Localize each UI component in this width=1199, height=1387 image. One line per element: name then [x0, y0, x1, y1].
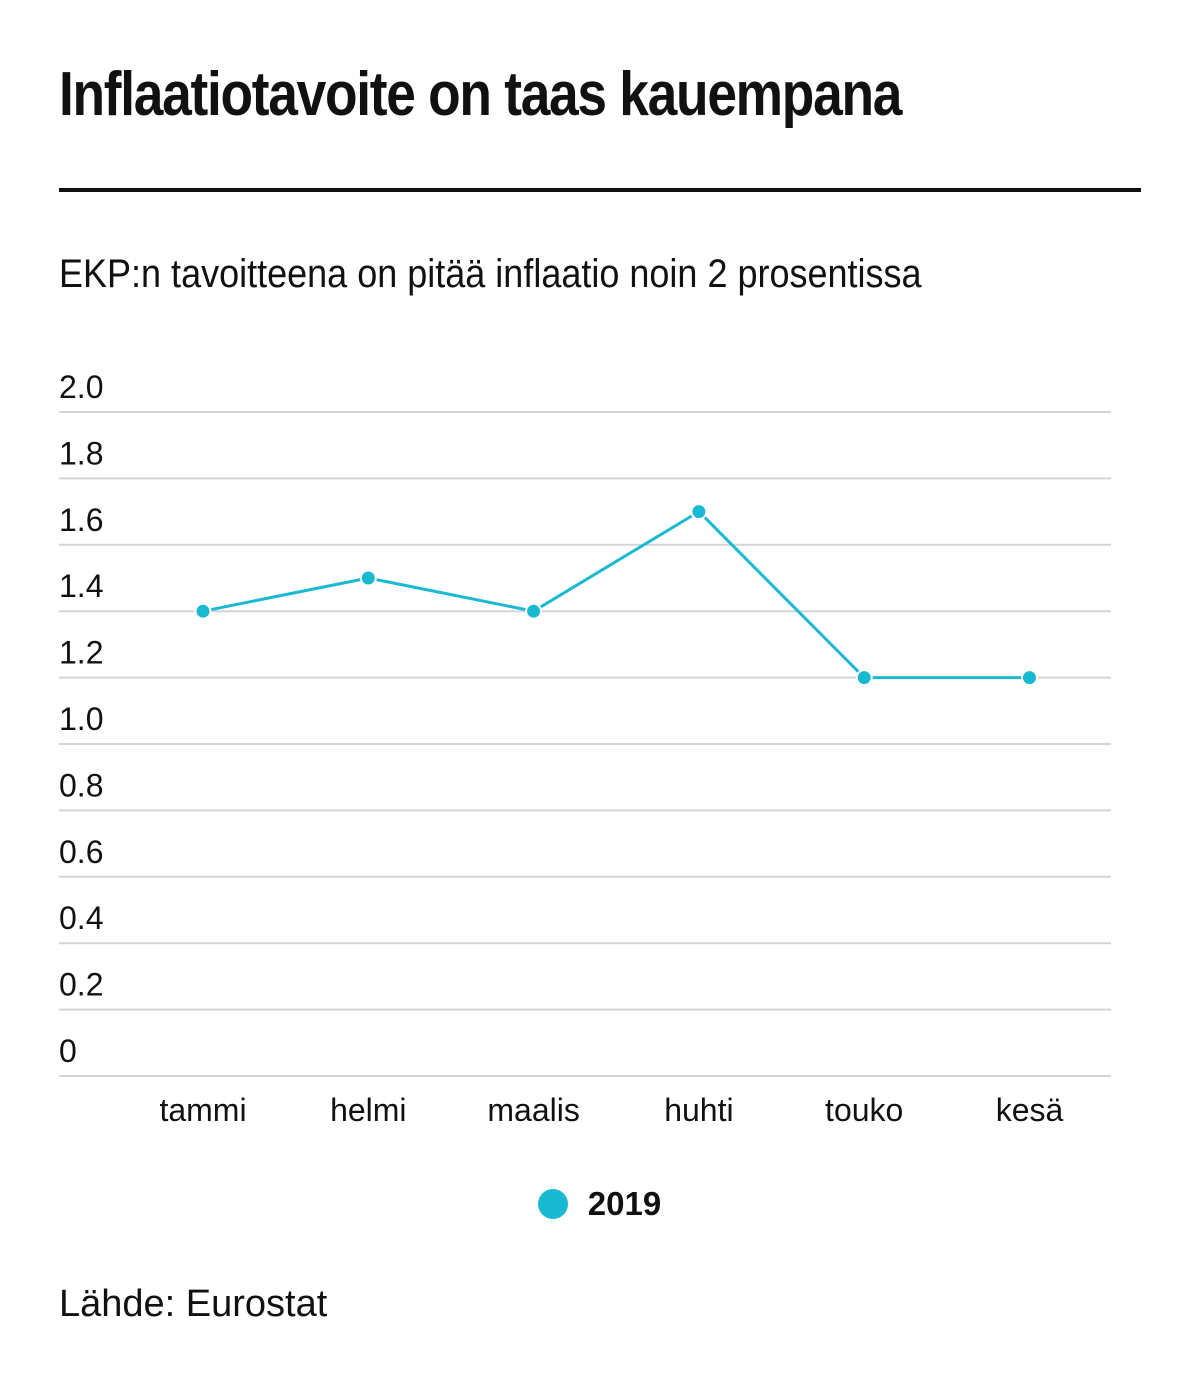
x-tick-label: kesä [996, 1092, 1064, 1128]
series-line [202, 510, 1030, 680]
source-note: Lähde: Eurostat [59, 1283, 328, 1325]
data-point [1021, 669, 1038, 687]
legend: 2019 [0, 1185, 1199, 1223]
data-point [525, 602, 543, 620]
y-tick-label: 0.2 [59, 967, 103, 1003]
y-tick-label: 0 [59, 1033, 77, 1069]
y-tick-label: 1.0 [59, 701, 103, 737]
y-tick-label: 2.0 [59, 369, 103, 405]
gridlines [59, 411, 1111, 1077]
x-tick-label: maalis [487, 1092, 579, 1128]
y-tick-label: 1.4 [59, 568, 103, 604]
series-2019 [194, 503, 1038, 687]
title-divider [59, 188, 1141, 192]
line-chart: 0 0.2 0.4 0.6 0.8 1.0 1.2 1.4 1.6 1.8 2.0 tammi hel… [59, 369, 1111, 1128]
y-tick-label: 1.8 [59, 435, 103, 471]
legend-marker-2019 [537, 1189, 568, 1219]
x-tick-label: touko [825, 1092, 903, 1128]
x-tick-label: helmi [330, 1092, 406, 1128]
chart-subtitle: EKP:n tavoitteena on pitää inflaatio noi… [59, 252, 922, 296]
x-tick-label: tammi [159, 1092, 246, 1128]
data-point [855, 669, 873, 687]
data-point [194, 602, 212, 620]
legend-label-2019: 2019 [587, 1185, 662, 1222]
data-point [690, 503, 708, 521]
y-tick-label: 0.6 [59, 834, 103, 870]
data-point [359, 569, 377, 587]
y-tick-label: 0.8 [59, 767, 103, 803]
y-tick-label: 0.4 [59, 900, 103, 936]
x-tick-label: huhti [664, 1092, 733, 1128]
y-axis-ticks: 0 0.2 0.4 0.6 0.8 1.0 1.2 1.4 1.6 1.8 2.0 [59, 369, 103, 1069]
x-axis-ticks: tammi helmi maalis huhti touko kesä [159, 1092, 1063, 1128]
chart-title: Inflaatiotavoite on taas kauempana [59, 60, 902, 129]
y-tick-label: 1.6 [59, 502, 103, 538]
y-tick-label: 1.2 [59, 635, 103, 671]
